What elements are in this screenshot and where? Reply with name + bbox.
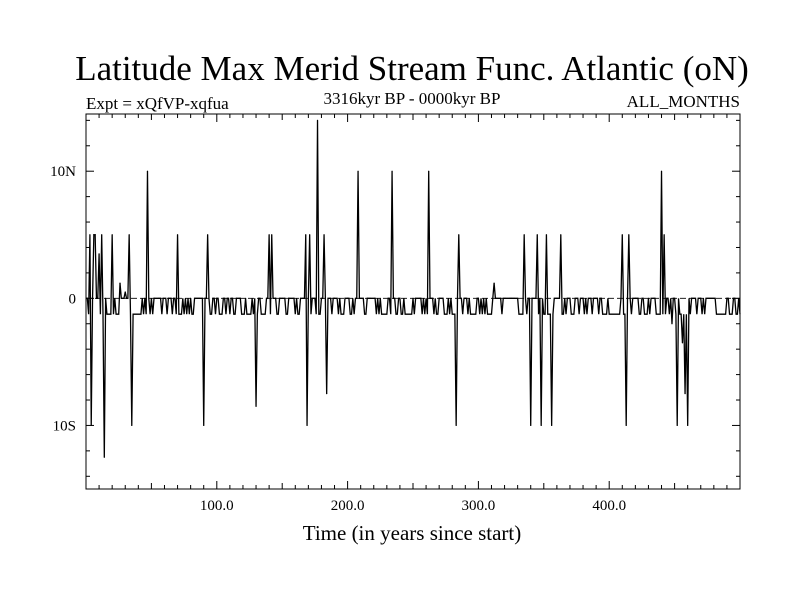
data-point bbox=[536, 234, 538, 236]
data-point bbox=[124, 291, 126, 293]
data-point bbox=[628, 234, 630, 236]
data-point bbox=[235, 297, 238, 299]
data-point bbox=[347, 297, 349, 299]
data-point bbox=[700, 297, 702, 299]
data-point bbox=[316, 119, 319, 121]
data-point bbox=[399, 297, 401, 299]
data-point bbox=[244, 297, 247, 299]
data-point bbox=[203, 424, 205, 427]
data-point bbox=[510, 297, 512, 299]
data-point bbox=[582, 297, 584, 299]
data-point bbox=[438, 297, 440, 299]
data-point bbox=[111, 234, 113, 236]
data-point bbox=[458, 234, 460, 236]
data-point bbox=[311, 297, 313, 299]
y-tick-label: 10S bbox=[53, 418, 76, 434]
data-point bbox=[281, 297, 283, 299]
data-point bbox=[687, 424, 689, 427]
x-axis-title: Time (in years since start) bbox=[303, 521, 522, 545]
axis-ticks: 100.0 200.0 300.0 400.0 10N 0 10S bbox=[50, 114, 740, 514]
data-point bbox=[94, 234, 96, 236]
data-point bbox=[226, 297, 228, 299]
data-point bbox=[412, 297, 414, 299]
data-point bbox=[676, 424, 678, 427]
y-tick-label: 0 bbox=[69, 291, 77, 307]
data-point bbox=[691, 297, 693, 299]
data-point bbox=[173, 297, 175, 299]
data-point bbox=[306, 424, 308, 427]
data-point bbox=[255, 405, 257, 407]
chart-title: Latitude Max Merid Stream Func. Atlantic… bbox=[75, 49, 749, 88]
data-point bbox=[428, 170, 430, 172]
data-point bbox=[477, 297, 479, 299]
experiment-label: Expt = xQfVP-xqfua bbox=[86, 94, 229, 113]
data-point bbox=[391, 170, 393, 172]
data-point bbox=[101, 234, 103, 236]
months-label: ALL_MONTHS bbox=[627, 92, 740, 111]
x-tick-label: 300.0 bbox=[462, 498, 496, 514]
data-point bbox=[105, 297, 107, 299]
data-point bbox=[523, 234, 525, 236]
data-point bbox=[146, 170, 149, 172]
data-point bbox=[271, 234, 273, 236]
data-point bbox=[288, 297, 290, 299]
plot-area bbox=[86, 119, 741, 458]
data-point bbox=[131, 424, 133, 427]
data-point bbox=[323, 234, 325, 236]
data-point bbox=[569, 297, 571, 299]
data-point bbox=[103, 456, 105, 458]
data-point bbox=[89, 234, 91, 236]
data-point bbox=[647, 297, 650, 299]
y-tick-label: 10N bbox=[50, 164, 76, 180]
data-point bbox=[207, 234, 209, 236]
data-point bbox=[545, 234, 548, 236]
data-point bbox=[540, 424, 542, 427]
data-point bbox=[551, 424, 553, 427]
data-point bbox=[726, 297, 728, 299]
data-point bbox=[275, 297, 277, 299]
data-point bbox=[634, 297, 636, 299]
data-point bbox=[713, 297, 715, 299]
data-point bbox=[660, 170, 663, 172]
x-tick-label: 100.0 bbox=[200, 498, 234, 514]
data-point bbox=[681, 342, 684, 344]
x-tick-label: 200.0 bbox=[331, 498, 365, 514]
data-point bbox=[190, 297, 192, 299]
data-point bbox=[671, 323, 673, 325]
data-point bbox=[464, 297, 466, 299]
data-point bbox=[216, 297, 218, 299]
data-point bbox=[625, 424, 627, 427]
data-point bbox=[153, 297, 155, 299]
data-point bbox=[455, 424, 457, 427]
data-point bbox=[305, 234, 307, 236]
data-series-line bbox=[86, 120, 741, 458]
data-point bbox=[493, 282, 495, 284]
data-point bbox=[98, 253, 100, 255]
data-point bbox=[326, 393, 328, 395]
data-point bbox=[119, 282, 121, 284]
data-point bbox=[144, 297, 146, 299]
data-point bbox=[366, 297, 368, 299]
data-point bbox=[530, 424, 532, 427]
data-point bbox=[379, 297, 381, 299]
data-point bbox=[556, 297, 558, 299]
data-point bbox=[621, 234, 623, 236]
data-point bbox=[663, 234, 665, 236]
data-point bbox=[176, 234, 179, 236]
data-point bbox=[93, 234, 95, 236]
data-point bbox=[357, 170, 359, 172]
data-point bbox=[684, 393, 686, 395]
data-point bbox=[167, 297, 170, 299]
data-point bbox=[595, 297, 597, 299]
data-point bbox=[268, 234, 270, 236]
chart-subtitle: 3316kyr BP - 0000kyr BP bbox=[324, 89, 501, 108]
x-tick-label: 400.0 bbox=[592, 498, 626, 514]
data-point bbox=[309, 234, 311, 236]
data-point bbox=[333, 297, 336, 299]
data-point bbox=[560, 234, 562, 236]
data-point bbox=[128, 234, 130, 236]
